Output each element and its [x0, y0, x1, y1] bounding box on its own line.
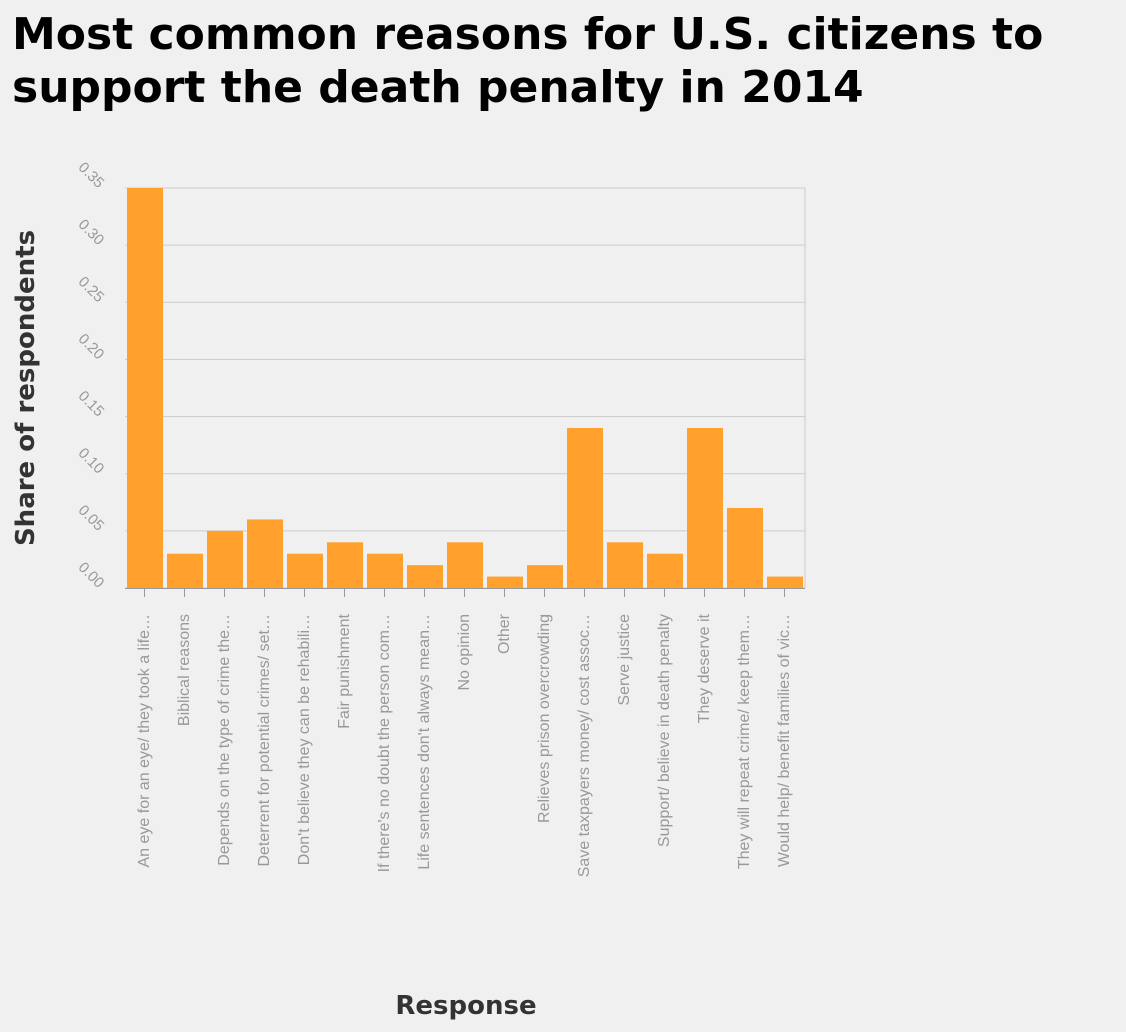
bar — [567, 428, 603, 588]
x-tick-label: Would help/ benefit families of vic… — [776, 614, 793, 867]
bar — [247, 519, 283, 588]
bar — [287, 553, 323, 588]
y-tick-label: 0.35 — [75, 159, 108, 192]
bars-layer — [127, 188, 803, 588]
bar — [367, 553, 403, 588]
y-tick-label: 0.10 — [75, 445, 108, 478]
x-tick-label: Relieves prison overcrowding — [536, 614, 553, 823]
x-tick-label: Serve justice — [616, 614, 633, 706]
x-tick-label: Biblical reasons — [176, 614, 193, 726]
y-tick-label: 0.20 — [75, 330, 108, 363]
x-tick-label: They deserve it — [696, 613, 713, 723]
y-tick-label: 0.25 — [75, 273, 108, 306]
bar — [167, 553, 203, 588]
x-tick-label: Save taxpayers money/ cost assoc… — [576, 614, 593, 877]
bar — [727, 508, 763, 588]
y-tick-label: 0.05 — [75, 502, 108, 535]
bar — [647, 553, 683, 588]
bar — [607, 542, 643, 588]
bar — [407, 565, 443, 588]
bar — [447, 542, 483, 588]
x-tick-label: Other — [496, 613, 513, 654]
bar — [127, 188, 163, 588]
x-tick-label: They will repeat crime/ keep them… — [736, 614, 753, 869]
x-tick-label: Don't believe they can be rehabili… — [296, 614, 313, 865]
x-tick-label: An eye for an eye/ they took a life… — [136, 614, 153, 867]
bar — [487, 576, 523, 588]
y-tick-label: 0.00 — [75, 559, 108, 592]
x-tick-label: Deterrent for potential crimes/ set… — [256, 614, 273, 867]
bar — [327, 542, 363, 588]
bar — [527, 565, 563, 588]
y-tick-label: 0.15 — [75, 388, 108, 421]
x-tick-label: No opinion — [456, 614, 473, 691]
x-tick-label: Fair punishment — [336, 613, 353, 728]
x-tick-label: Life sentences don't always mean… — [416, 614, 433, 870]
x-tick-label: If there's no doubt the person com… — [376, 614, 393, 872]
bar — [207, 530, 243, 588]
x-tick-label: Depends on the type of crime the… — [216, 614, 233, 866]
chart-title: Most common reasons for U.S. citizens to… — [12, 9, 1044, 113]
x-axis-label: Response — [395, 991, 537, 1021]
y-tick-label: 0.30 — [75, 216, 108, 249]
bar — [687, 428, 723, 588]
x-tick-label: Support/ believe in death penalty — [656, 614, 673, 847]
bar — [767, 576, 803, 588]
